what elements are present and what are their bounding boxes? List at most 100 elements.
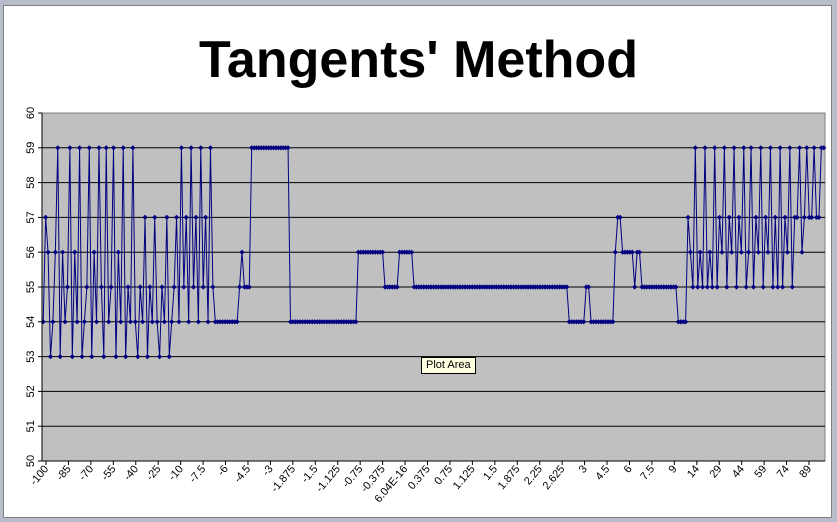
data-point [190, 284, 197, 290]
data-point [581, 319, 587, 325]
data-point [147, 284, 153, 290]
x-tick-label: 9 [667, 463, 680, 475]
data-point [765, 249, 771, 255]
data-point [106, 319, 112, 325]
data-point [612, 249, 618, 255]
data-point [239, 249, 245, 255]
data-point [699, 284, 706, 290]
data-point [687, 249, 694, 255]
y-tick-label: 51 [25, 420, 37, 432]
data-point [173, 214, 180, 220]
data-point [154, 319, 160, 325]
data-point [152, 214, 158, 220]
data-point [125, 284, 131, 290]
x-tick-label: -40 [122, 463, 141, 483]
data-point [110, 145, 117, 151]
data-point [178, 145, 184, 151]
y-tick-label: 58 [25, 176, 37, 188]
data-point [205, 319, 211, 325]
data-point [137, 284, 143, 290]
data-point [176, 319, 182, 325]
x-tick-label: -70 [77, 463, 96, 483]
data-point [166, 354, 172, 360]
data-point [183, 214, 189, 220]
data-point [132, 319, 138, 325]
data-point [617, 214, 623, 220]
y-tick-label: 53 [25, 350, 37, 362]
y-tick-label: 57 [25, 211, 37, 223]
x-tick-label: -6 [215, 463, 230, 478]
data-point [159, 284, 165, 290]
y-tick-label: 56 [25, 246, 37, 258]
data-point [685, 214, 691, 220]
y-tick-label: 50 [25, 455, 37, 467]
data-point [586, 284, 592, 290]
data-point [234, 319, 240, 325]
data-point [108, 284, 114, 290]
data-point [60, 249, 66, 255]
data-point [758, 145, 764, 151]
data-point [673, 284, 679, 290]
data-point [84, 284, 90, 290]
y-axis: 50 51 52 53 54 55 56 57 58 59 60 [25, 107, 43, 467]
data-point [789, 284, 795, 290]
x-tick-label: -10 [167, 463, 186, 483]
data-point [809, 214, 815, 220]
data-point [787, 145, 793, 151]
data-point [564, 284, 570, 290]
data-point [171, 284, 177, 290]
x-axis: -100 -85 -70 -55 -40 -25 -10 -7.5 -6 -4.5 -3-1.875… [28, 460, 825, 505]
data-point [52, 249, 58, 255]
data-point [816, 214, 822, 220]
data-point [683, 319, 689, 325]
data-point [91, 249, 97, 255]
data-point [733, 284, 740, 290]
data-point [57, 354, 63, 360]
data-point [164, 214, 170, 220]
x-tick-label: 29 [707, 463, 724, 480]
data-point [69, 354, 75, 360]
data-point [738, 249, 744, 255]
data-point [821, 145, 827, 151]
data-point [796, 145, 803, 151]
data-point [103, 145, 109, 151]
x-tick-label: 0.375 [406, 463, 433, 492]
data-point [784, 249, 791, 255]
x-tick-label: 1.125 [451, 463, 478, 492]
data-point [804, 145, 810, 151]
x-tick-label: -1.875 [269, 463, 298, 495]
x-tick-label: 89 [797, 463, 814, 480]
x-tick-label: -85 [54, 463, 73, 483]
data-point [198, 145, 204, 151]
data-point [704, 284, 711, 290]
data-point [86, 145, 92, 151]
data-point [726, 214, 732, 220]
data-point [96, 145, 102, 151]
data-point [195, 319, 201, 325]
data-point [43, 214, 49, 220]
data-point [379, 249, 386, 255]
data-point [79, 354, 85, 360]
data-point [777, 145, 783, 151]
data-point [98, 284, 104, 290]
data-point [770, 284, 776, 290]
data-point [760, 284, 766, 290]
y-tick-label: 55 [25, 281, 37, 293]
data-point [409, 249, 415, 255]
data-point [200, 284, 206, 290]
data-point [142, 214, 148, 220]
data-point [799, 249, 805, 255]
x-tick-label: -25 [144, 463, 163, 483]
data-point [775, 284, 781, 290]
x-tick-label: -4.5 [232, 463, 253, 485]
data-point [115, 249, 121, 255]
data-point [695, 284, 701, 290]
data-point [794, 214, 800, 220]
data-point [731, 145, 737, 151]
y-tick-label: 59 [25, 142, 37, 154]
data-point [76, 145, 83, 151]
x-tick-label: 14 [685, 463, 702, 480]
data-point [156, 354, 163, 360]
data-point [186, 319, 192, 325]
